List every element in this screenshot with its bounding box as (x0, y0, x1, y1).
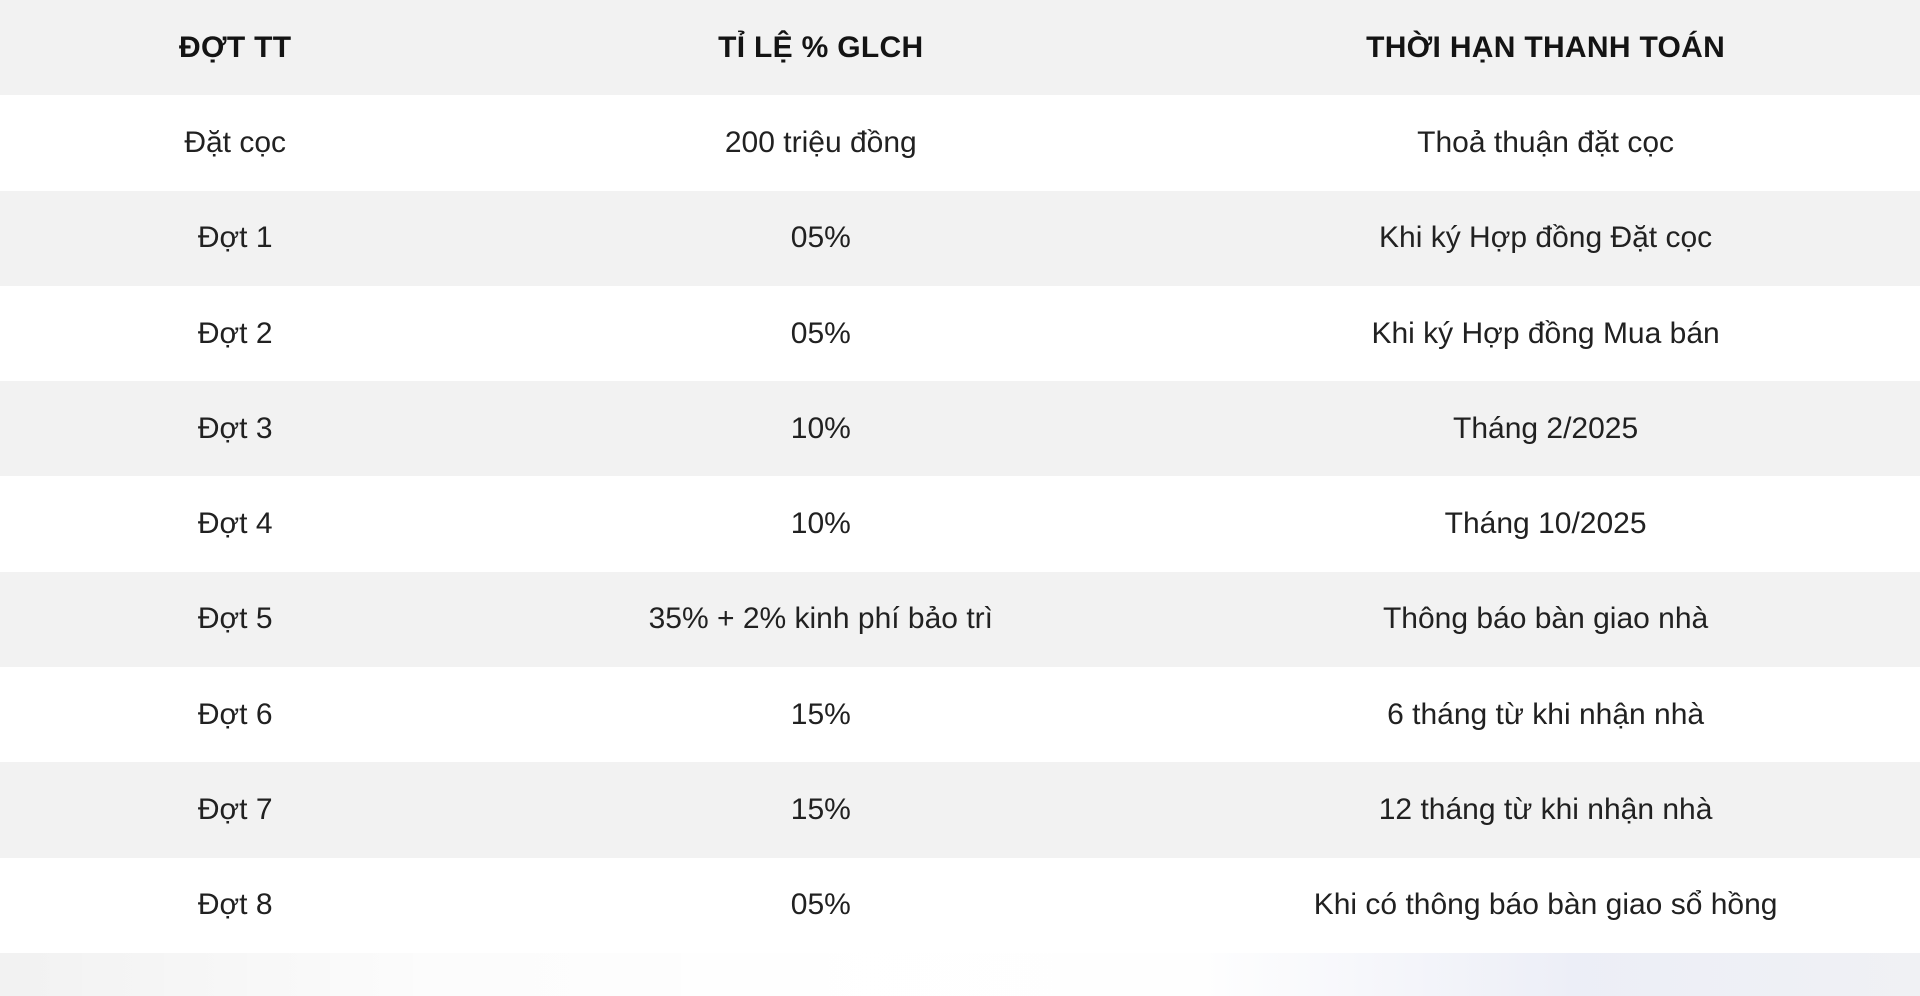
payment-schedule-table: ĐỢT TT TỈ LỆ % GLCH THỜI HẠN THANH TOÁN Đặ… (0, 0, 1920, 953)
cell-deadline: Khi có thông báo bàn giao sổ hồng (1313, 888, 1778, 922)
cell-installment: Đợt 8 (197, 888, 273, 922)
cell-deadline: Khi ký Hợp đồng Mua bán (1371, 316, 1720, 350)
cell-deadline: Tháng 10/2025 (1444, 507, 1647, 541)
cell-installment: Đợt 7 (197, 793, 273, 827)
cell-rate: 05% (790, 221, 851, 255)
table-row: Đợt 1 05% Khi ký Hợp đồng Đặt cọc (0, 190, 1920, 286)
bottom-fade-overlay (0, 952, 1920, 996)
cell-deadline: Tháng 2/2025 (1453, 411, 1639, 445)
cell-rate: 35% + 2% kinh phí bảo trì (648, 602, 993, 636)
cell-rate: 05% (790, 888, 851, 922)
cell-installment: Đợt 6 (197, 697, 273, 731)
cell-installment: Đợt 4 (197, 507, 273, 541)
table-row: Đợt 5 35% + 2% kinh phí bảo trì Thông báo … (0, 571, 1920, 668)
table-row: Đợt 8 05% Khi có thông báo bàn giao sổ hồn… (0, 857, 1920, 953)
column-header-deadline: THỜI HẠN THANH TOÁN (1366, 30, 1726, 64)
table-row: Đợt 3 10% Tháng 2/2025 (0, 381, 1920, 477)
header-row: ĐỢT TT TỈ LỆ % GLCH THỜI HẠN THANH TOÁN (0, 0, 1920, 96)
table-row: Đặt cọc 200 triệu đồng Thoả thuận đặt cọc (0, 95, 1920, 191)
cell-rate: 15% (790, 697, 851, 731)
column-header-rate: TỈ LỆ % GLCH (718, 30, 924, 64)
table-row: Đợt 4 10% Tháng 10/2025 (0, 476, 1920, 572)
cell-rate: 15% (790, 793, 851, 827)
cell-deadline: Khi ký Hợp đồng Đặt cọc (1379, 221, 1713, 255)
table-row: Đợt 7 15% 12 tháng từ khi nhận nhà (0, 762, 1920, 858)
partial-next-row-strip (0, 952, 1920, 996)
cell-installment: Đợt 1 (197, 221, 273, 255)
cell-deadline: 6 tháng từ khi nhận nhà (1387, 697, 1705, 731)
cell-installment: Đợt 5 (197, 602, 273, 636)
cell-deadline: 12 tháng từ khi nhận nhà (1378, 793, 1713, 827)
cell-rate: 10% (790, 411, 851, 445)
table-row: Đợt 6 15% 6 tháng từ khi nhận nhà (0, 667, 1920, 763)
table-row: Đợt 2 05% Khi ký Hợp đồng Mua bán (0, 285, 1920, 382)
table-body: Đặt cọc 200 triệu đồng Thoả thuận đặt cọc Đ… (0, 95, 1920, 953)
cell-installment: Đặt cọc (184, 125, 287, 159)
table-header: ĐỢT TT TỈ LỆ % GLCH THỜI HẠN THANH TOÁN (0, 0, 1920, 96)
cell-deadline: Thoả thuận đặt cọc (1417, 125, 1675, 159)
cell-rate: 05% (790, 316, 851, 350)
cell-installment: Đợt 2 (197, 316, 273, 350)
column-header-installment: ĐỢT TT (179, 30, 292, 64)
cell-deadline: Thông báo bàn giao nhà (1382, 602, 1709, 636)
cell-rate: 10% (790, 507, 851, 541)
cell-installment: Đợt 3 (197, 411, 273, 445)
cell-rate: 200 triệu đồng (724, 125, 917, 159)
